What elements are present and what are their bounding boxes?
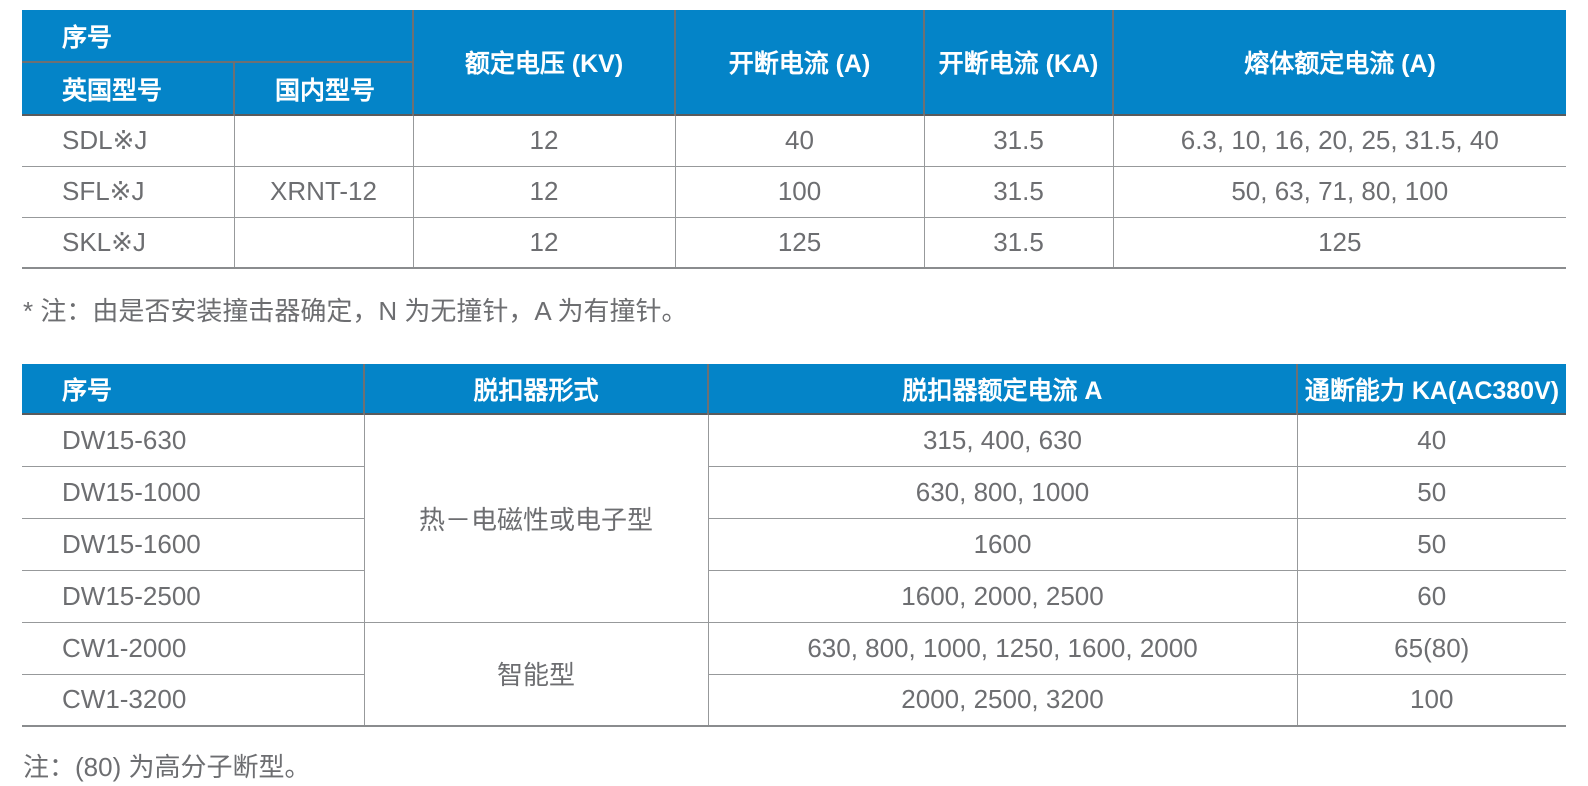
cell-breaking-current-ka: 31.5 bbox=[923, 165, 1114, 218]
cell-breaking-current-a: 100 bbox=[674, 165, 925, 218]
cell-switching-capacity: 50 bbox=[1296, 517, 1566, 571]
cell-trip-form-thermal: 热－电磁性或电子型 bbox=[363, 413, 709, 623]
table-row: DW15-2500 1600, 2000, 2500 60 bbox=[22, 569, 1566, 623]
cell-rated-voltage: 12 bbox=[412, 216, 676, 269]
t2-header-trip-rated-current: 脱扣器额定电流 A bbox=[708, 364, 1298, 414]
cell-switching-capacity: 65(80) bbox=[1296, 621, 1566, 675]
cell-model: DW15-630 bbox=[22, 413, 365, 467]
cell-uk-model: SDL※J bbox=[22, 114, 235, 167]
cell-breaking-current-ka: 31.5 bbox=[923, 216, 1114, 269]
breaker-table-note: 注：(80) 为高分子断型。 bbox=[23, 752, 311, 782]
fuse-spec-table: 序号 额定电压 (KV) 开断电流 (A) 开断电流 (KA) 熔体额定电流 (… bbox=[22, 10, 1567, 269]
cell-trip-rated-current: 1600, 2000, 2500 bbox=[707, 569, 1298, 623]
cell-fuse-rated-current: 50, 63, 71, 80, 100 bbox=[1112, 165, 1567, 218]
cell-breaking-current-ka: 31.5 bbox=[923, 114, 1114, 167]
t1-header-serial: 序号 bbox=[22, 10, 415, 63]
t2-header-trip-form: 脱扣器形式 bbox=[364, 364, 709, 414]
breaker-table-header: 序号 脱扣器形式 脱扣器额定电流 A 通断能力 KA(AC380V) bbox=[22, 364, 1566, 414]
cell-switching-capacity: 50 bbox=[1296, 465, 1566, 519]
t1-header-rated-voltage: 额定电压 (KV) bbox=[413, 10, 677, 115]
cell-cn-model bbox=[233, 114, 414, 167]
t1-header-cn-model: 国内型号 bbox=[234, 62, 415, 115]
table-row: DW15-1600 1600 50 bbox=[22, 517, 1566, 571]
breaker-spec-table: 序号 脱扣器形式 脱扣器额定电流 A 通断能力 KA(AC380V) DW15-… bbox=[22, 364, 1566, 727]
cell-trip-rated-current: 630, 800, 1000 bbox=[707, 465, 1298, 519]
cell-breaking-current-a: 125 bbox=[674, 216, 925, 269]
cell-cn-model bbox=[233, 216, 414, 269]
cell-model: CW1-2000 bbox=[22, 621, 365, 675]
fuse-table-header: 序号 额定电压 (KV) 开断电流 (A) 开断电流 (KA) 熔体额定电流 (… bbox=[22, 10, 1567, 115]
cell-switching-capacity: 60 bbox=[1296, 569, 1566, 623]
cell-uk-model: SFL※J bbox=[22, 165, 235, 218]
table-row: SDL※J 12 40 31.5 6.3, 10, 16, 20, 25, 31… bbox=[22, 114, 1567, 167]
table-row: CW1-2000 智能型 630, 800, 1000, 1250, 1600,… bbox=[22, 621, 1566, 727]
cell-trip-form-smart: 智能型 bbox=[363, 621, 709, 727]
table-row: SKL※J 12 125 31.5 125 bbox=[22, 216, 1567, 269]
cell-model: DW15-1600 bbox=[22, 517, 365, 571]
cell-trip-rated-current: 630, 800, 1000, 1250, 1600, 2000 bbox=[707, 621, 1298, 675]
cell-trip-rated-current: 315, 400, 630 bbox=[707, 413, 1298, 467]
table-row: DW15-1000 630, 800, 1000 50 bbox=[22, 465, 1566, 519]
cell-rated-voltage: 12 bbox=[412, 165, 676, 218]
t2-header-switching-capacity: 通断能力 KA(AC380V) bbox=[1297, 364, 1566, 414]
cell-switching-capacity: 100 bbox=[1296, 673, 1566, 727]
t1-header-breaking-current-a: 开断电流 (A) bbox=[675, 10, 926, 115]
cell-fuse-rated-current: 125 bbox=[1112, 216, 1567, 269]
table-row: CW1-3200 2000, 2500, 3200 100 bbox=[22, 673, 1566, 727]
cell-breaking-current-a: 40 bbox=[674, 114, 925, 167]
table-row: SFL※J XRNT-12 12 100 31.5 50, 63, 71, 80… bbox=[22, 165, 1567, 218]
cell-fuse-rated-current: 6.3, 10, 16, 20, 25, 31.5, 40 bbox=[1112, 114, 1567, 167]
cell-cn-model: XRNT-12 bbox=[233, 165, 414, 218]
t1-header-uk-model: 英国型号 bbox=[22, 62, 235, 115]
cell-rated-voltage: 12 bbox=[412, 114, 676, 167]
cell-model: CW1-3200 bbox=[22, 673, 365, 727]
cell-trip-rated-current: 1600 bbox=[707, 517, 1298, 571]
cell-uk-model: SKL※J bbox=[22, 216, 235, 269]
cell-model: DW15-1000 bbox=[22, 465, 365, 519]
cell-model: DW15-2500 bbox=[22, 569, 365, 623]
cell-switching-capacity: 40 bbox=[1296, 413, 1566, 467]
table-row: DW15-630 热－电磁性或电子型 315, 400, 630 40 bbox=[22, 413, 1566, 623]
t1-header-fuse-rated-current: 熔体额定电流 (A) bbox=[1113, 10, 1567, 115]
cell-trip-rated-current: 2000, 2500, 3200 bbox=[707, 673, 1298, 727]
t1-header-breaking-current-ka: 开断电流 (KA) bbox=[924, 10, 1115, 115]
fuse-table-note: * 注：由是否安装撞击器确定，N 为无撞针，A 为有撞针。 bbox=[23, 296, 688, 326]
t2-header-serial: 序号 bbox=[22, 364, 365, 414]
